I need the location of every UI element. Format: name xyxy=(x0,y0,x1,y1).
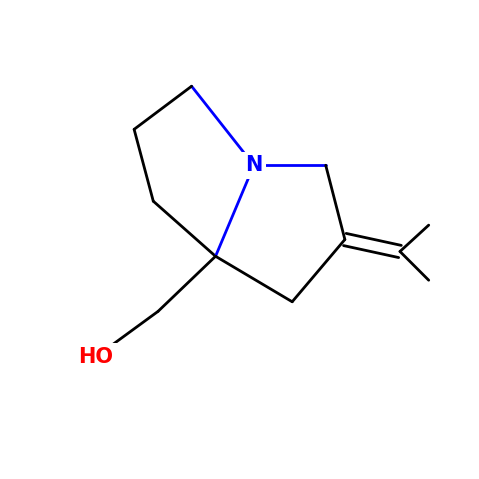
Text: N: N xyxy=(245,155,262,175)
Text: HO: HO xyxy=(78,347,114,367)
